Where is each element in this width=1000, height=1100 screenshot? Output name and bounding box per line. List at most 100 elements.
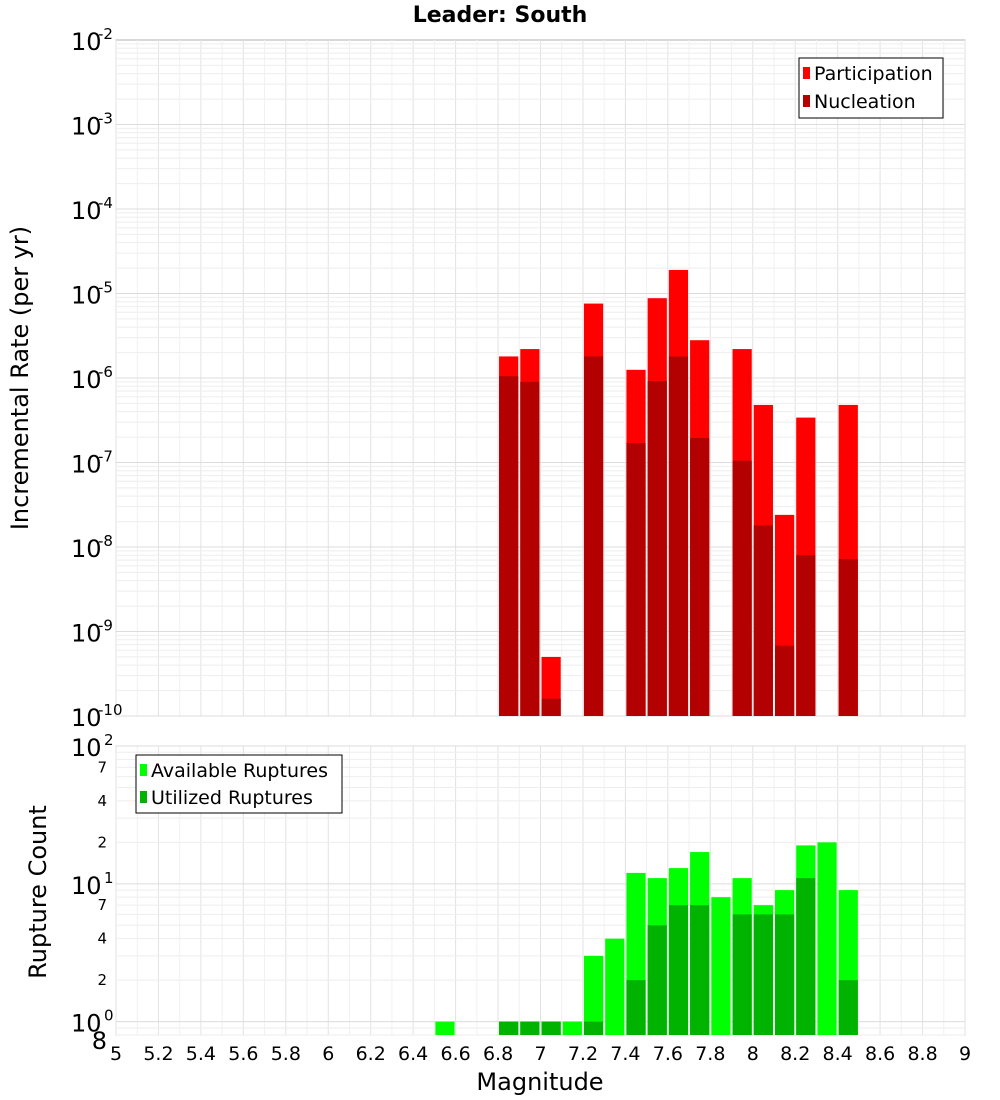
count-bar-utilized-ruptures <box>583 1021 604 1035</box>
count-bar-utilized-ruptures <box>499 1021 519 1035</box>
count-bar-utilized-ruptures <box>520 1021 540 1035</box>
rate-legend-box <box>798 57 944 119</box>
rate-y-tick-base: 10 <box>71 282 102 310</box>
rate-y-tick: 10-7 <box>71 448 113 479</box>
count-y-minor-tick-label: 2 <box>97 971 107 989</box>
count-legend-box <box>135 754 343 814</box>
rate-y-tick: 10-8 <box>71 532 113 563</box>
x-tick-label: 7.6 <box>653 1043 683 1065</box>
rate-y-tick-exponent: -3 <box>98 110 113 128</box>
rate-y-tick-base: 10 <box>71 451 102 479</box>
rate-bars <box>499 269 858 716</box>
rate-y-tick: 10-3 <box>71 110 113 141</box>
rate-bar-nucleation <box>668 356 689 716</box>
count-y-tick-exponent: 0 <box>104 1007 114 1025</box>
rate-y-tick-exponent: -8 <box>98 532 113 550</box>
rate-y-tick-exponent: -5 <box>98 279 113 297</box>
legend-label-utilized: Utilized Ruptures <box>151 787 313 809</box>
rate-y-tick-exponent: -2 <box>98 25 113 43</box>
legend-swatch-nucleation <box>803 95 810 107</box>
count-y-tick-base: 10 <box>71 734 102 762</box>
x-tick-label: 7 <box>534 1043 546 1065</box>
x-tick-label: 8.4 <box>823 1043 853 1065</box>
x-tick-label: 6 <box>322 1043 334 1065</box>
rate-bar-nucleation <box>796 555 816 716</box>
x-tick-label: 7.2 <box>568 1043 598 1065</box>
x-tick-label: 8.8 <box>907 1043 937 1065</box>
count-y-minor-tick-label: 7 <box>97 896 107 914</box>
count-y-tick-exponent: 1 <box>104 869 114 887</box>
x-tick-label: 9 <box>959 1043 971 1065</box>
rate-bar-nucleation <box>541 698 561 716</box>
x-tick-label: 7.8 <box>695 1043 725 1065</box>
count-legend: Available Ruptures Utilized Ruptures <box>135 754 343 814</box>
rate-y-tick: 10-9 <box>71 617 113 648</box>
rate-bar-nucleation <box>647 381 667 716</box>
count-y-tick: 10 1 <box>71 869 114 900</box>
legend-label-participation: Participation <box>814 63 933 85</box>
x-tick-label: 5 <box>110 1043 122 1065</box>
rate-chart-panel: 10-210-310-410-510-610-710-810-910-10 In… <box>6 25 966 732</box>
rate-y-tick: 10-2 <box>71 25 113 56</box>
x-tick-label: 8.6 <box>865 1043 895 1065</box>
x-tick-label: 5.4 <box>186 1043 216 1065</box>
rate-y-tick-exponent: -10 <box>98 701 123 719</box>
count-bar-utilized-ruptures <box>753 914 773 1035</box>
rate-bar-nucleation <box>626 443 646 716</box>
rate-y-tick-exponent: -9 <box>98 617 113 635</box>
x-tick-label: 6.8 <box>483 1043 513 1065</box>
count-bar-available-ruptures <box>435 1021 455 1035</box>
count-bar-utilized-ruptures <box>668 905 689 1035</box>
rate-y-tick-base: 10 <box>71 704 102 732</box>
rate-y-tick-base: 10 <box>71 366 102 394</box>
rate-y-ticks: 10-210-310-410-510-610-710-810-910-10 <box>71 25 123 732</box>
count-bar-available-ruptures <box>583 955 604 1035</box>
x-tick-label: 5.6 <box>228 1043 258 1065</box>
count-bar-utilized-ruptures <box>647 925 667 1035</box>
legend-swatch-utilized <box>140 791 147 803</box>
count-bar-utilized-ruptures <box>690 905 710 1035</box>
rate-y-tick-exponent: -4 <box>98 194 113 212</box>
legend-label-nucleation: Nucleation <box>814 91 916 113</box>
count-bar-available-ruptures <box>817 842 837 1035</box>
rate-y-tick-base: 10 <box>71 28 102 56</box>
legend-swatch-available <box>140 764 147 776</box>
rate-bar-nucleation <box>838 559 858 716</box>
count-bars <box>435 842 858 1035</box>
count-bar-utilized-ruptures <box>732 914 752 1035</box>
rate-bar-nucleation <box>583 356 604 716</box>
x-tick-label: 6.6 <box>440 1043 470 1065</box>
count-y-tick-exponent: 2 <box>104 731 114 749</box>
count-bar-utilized-ruptures <box>626 980 646 1035</box>
rate-bar-nucleation <box>690 437 710 716</box>
count-y-tick-base: 10 <box>71 1010 102 1038</box>
rate-y-tick: 10-6 <box>71 363 113 394</box>
x-tick-label: 5.8 <box>271 1043 301 1065</box>
rate-y-tick-exponent: -7 <box>98 448 113 466</box>
count-bar-utilized-ruptures <box>774 914 795 1035</box>
rate-y-tick: 10-5 <box>71 279 113 310</box>
rate-y-tick: 10-4 <box>71 194 113 225</box>
x-tick-label: 6.2 <box>356 1043 386 1065</box>
rate-bar-nucleation <box>499 376 519 716</box>
rate-bar-nucleation <box>732 460 752 716</box>
count-y-minor-tick-label: 7 <box>97 758 107 776</box>
rate-grid <box>115 40 966 717</box>
rate-y-tick-base: 10 <box>71 197 102 225</box>
count-bar-utilized-ruptures <box>541 1021 561 1035</box>
count-y-tick-base: 10 <box>71 872 102 900</box>
rate-y-tick-base: 10 <box>71 535 102 563</box>
rate-bar-nucleation <box>753 525 773 716</box>
x-tick-label: 7.4 <box>610 1043 640 1065</box>
x-tick-label: 6.4 <box>398 1043 428 1065</box>
rate-bar-nucleation <box>520 381 540 716</box>
count-bar-available-ruptures <box>605 938 625 1035</box>
rate-legend: Participation Nucleation <box>798 57 944 119</box>
x-axis-label: Magnitude <box>476 1068 603 1096</box>
x-tick-label: 5.2 <box>143 1043 173 1065</box>
count-y-minor-tick-label: 4 <box>97 930 107 948</box>
rate-y-tick-base: 10 <box>71 113 102 141</box>
